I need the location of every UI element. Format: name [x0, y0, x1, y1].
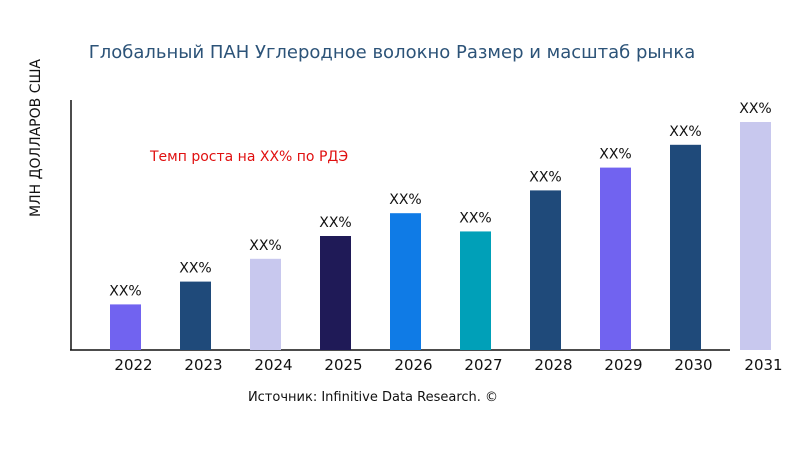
data-label-2030: XX%: [669, 124, 701, 140]
bar-2030: [670, 144, 701, 350]
data-label-2027: XX%: [459, 210, 491, 226]
x-tick-2030: 2030: [674, 356, 712, 374]
x-tick-2027: 2027: [464, 356, 502, 374]
bar-2027: [460, 231, 491, 350]
x-tick-2028: 2028: [534, 356, 572, 374]
bar-2022: [110, 304, 141, 350]
bar-2024: [250, 258, 281, 350]
data-label-2026: XX%: [389, 192, 421, 208]
bar-2029: [600, 167, 631, 350]
x-tick-2029: 2029: [604, 356, 642, 374]
data-label-2025: XX%: [319, 215, 351, 231]
x-tick-2025: 2025: [324, 356, 362, 374]
data-label-2029: XX%: [599, 147, 631, 163]
bar-2026: [390, 213, 421, 350]
bar-2023: [180, 281, 211, 350]
bars-group: XX% 2022 XX% 2023 XX% 2024 XX% 2025 XX% 2026 XX% 20…: [109, 101, 782, 374]
bar-2028: [530, 190, 561, 350]
bar-2025: [320, 236, 351, 350]
x-tick-2023: 2023: [184, 356, 222, 374]
data-label-2023: XX%: [179, 261, 211, 277]
bar-2031: [740, 122, 771, 350]
data-label-2031: XX%: [739, 101, 771, 117]
chart-title: Глобальный ПАН Углеродное волокно Размер…: [89, 42, 696, 63]
x-tick-2026: 2026: [394, 356, 432, 374]
source-note: Источник: Infinitive Data Research. ©: [248, 390, 498, 405]
y-axis-label: МЛН ДОЛЛАРОВ США: [28, 59, 44, 217]
data-label-2022: XX%: [109, 283, 141, 299]
x-tick-2022: 2022: [114, 356, 152, 374]
x-tick-2024: 2024: [254, 356, 292, 374]
data-label-2028: XX%: [529, 169, 561, 185]
data-label-2024: XX%: [249, 238, 281, 254]
x-tick-2031: 2031: [744, 356, 782, 374]
growth-annotation: Темп роста на XX% по РДЭ: [149, 149, 348, 165]
